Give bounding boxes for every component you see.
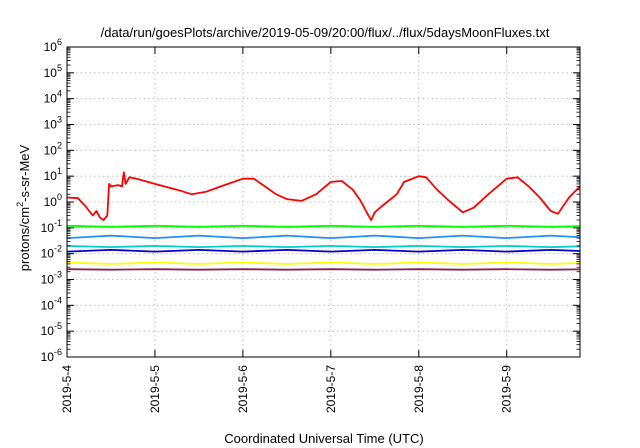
- y-tick-label: 101: [44, 166, 62, 183]
- x-tick-label: 2019-5-8: [412, 365, 426, 413]
- series-line-3: [67, 234, 580, 239]
- y-tick-label: 102: [44, 140, 62, 157]
- series-line-1: [67, 171, 580, 221]
- series-line-5: [67, 249, 580, 253]
- y-tick-label: 10-5: [41, 321, 62, 338]
- series-line-2: [67, 224, 580, 228]
- chart-title: /data/run/goesPlots/archive/2019-05-09/2…: [101, 25, 550, 40]
- x-tick-labels: 2019-5-4 2019-5-5 2019-5-6 2019-5-7 2019-5-8…: [60, 365, 514, 413]
- series-line-6: [67, 261, 580, 265]
- y-tick-label: 10-3: [41, 270, 62, 287]
- series-line-4: [67, 245, 580, 248]
- x-tick-label: 2019-5-4: [60, 365, 74, 413]
- tick-marks: [66, 46, 580, 358]
- y-tick-label: 106: [44, 37, 62, 54]
- y-tick-label: 104: [44, 89, 62, 106]
- y-tick-label: 10-1: [41, 218, 62, 235]
- y-tick-label: 10-6: [41, 347, 62, 364]
- series-layer: [67, 171, 580, 271]
- y-tick-labels: 10-6 10-5 10-4 10-3 10-2 10-1 100 101 102 103 104 1…: [41, 37, 62, 364]
- y-tick-label: 10-4: [41, 295, 62, 312]
- y-tick-label: 105: [44, 63, 62, 80]
- y-tick-label: 103: [44, 115, 62, 132]
- x-tick-label: 2019-5-9: [500, 365, 514, 413]
- y-tick-label: 100: [44, 192, 62, 209]
- x-tick-label: 2019-5-7: [324, 365, 338, 413]
- x-tick-label: 2019-5-6: [236, 365, 250, 413]
- series-line-7: [67, 268, 580, 271]
- y-axis-label: protons/cm2-s-sr-MeV: [15, 144, 32, 271]
- grid: [67, 47, 580, 357]
- x-tick-label: 2019-5-5: [148, 365, 162, 413]
- y-tick-label: 10-2: [41, 244, 62, 261]
- x-axis-label: Coordinated Universal Time (UTC): [224, 431, 423, 446]
